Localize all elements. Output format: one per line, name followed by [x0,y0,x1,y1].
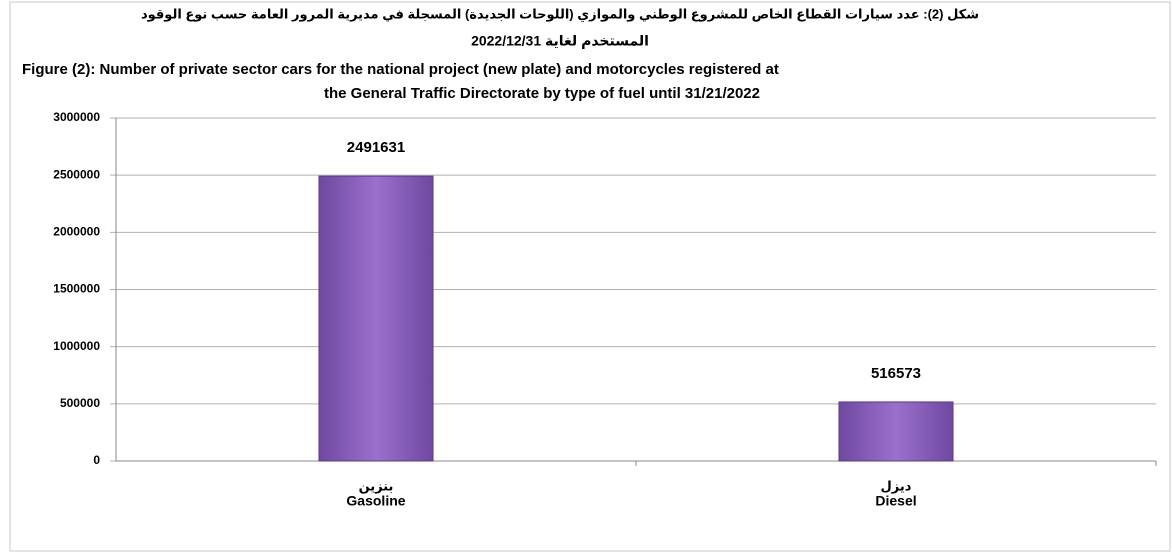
value-label: 2491631 [347,139,405,156]
x-tick-label-ar: بنزين [359,478,394,493]
y-tick-label: 2500000 [53,167,100,181]
y-tick-label: 3000000 [53,110,100,124]
x-tick-label: Diesel [875,493,916,509]
title-ar: شكل (2): عدد سيارات القطاع الخاص للمشروع… [141,6,979,21]
title: Figure (2): Number of private sector car… [22,61,779,78]
x-tick-label: Gasoline [346,493,405,509]
title-ar: المستخدم لغاية 2022/12/31 [471,33,649,49]
bar [318,175,434,462]
frame [9,1,1171,552]
y-tick-label: 1500000 [53,282,100,296]
value-label: 516573 [871,365,921,382]
y-tick-label: 0 [93,453,100,467]
title: the General Traffic Directorate by type … [324,85,760,102]
x-tick-label-ar: ديزل [881,478,912,493]
y-tick-label: 1000000 [53,339,100,353]
y-tick-label: 500000 [60,396,100,410]
bar [838,401,954,462]
y-tick-label: 2000000 [53,225,100,239]
